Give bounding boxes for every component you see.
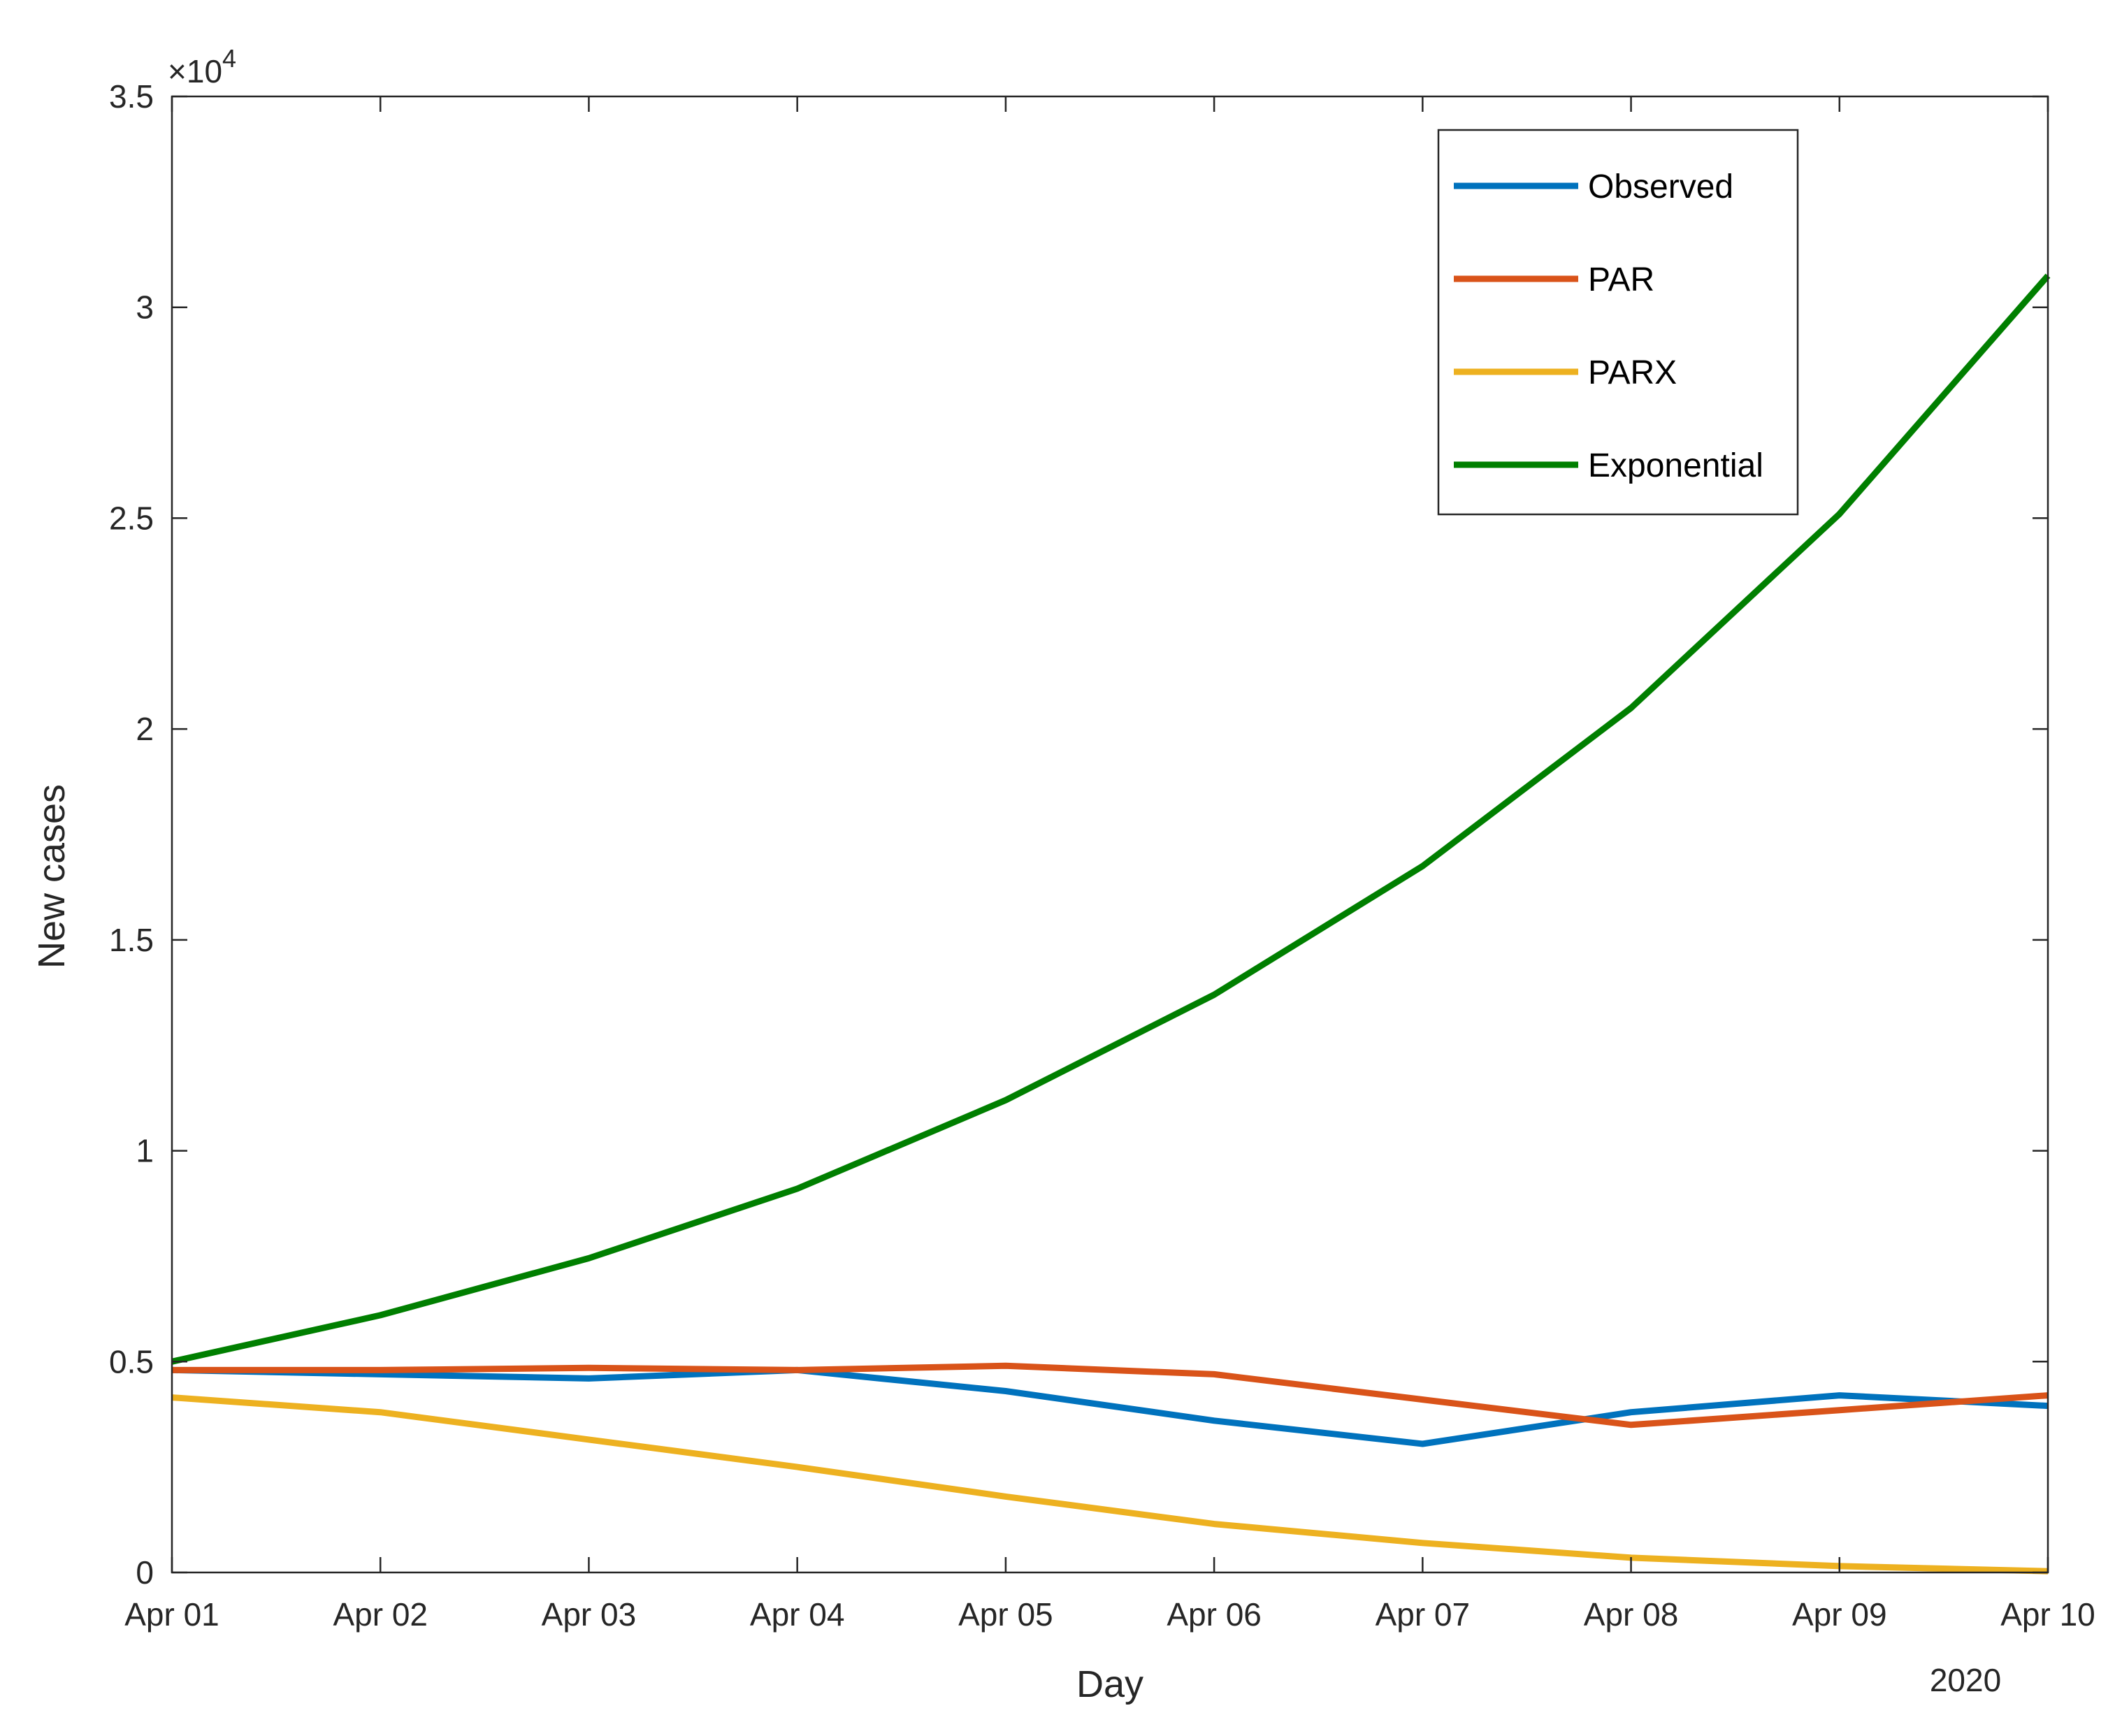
- x-tick-label: Apr 01: [124, 1596, 219, 1633]
- series-layer: [171, 273, 2051, 1575]
- x-tick-label: Apr 07: [1376, 1596, 1471, 1633]
- y-tick-label: 1: [136, 1133, 154, 1169]
- y-exponent-label: ×104: [168, 44, 236, 89]
- x-tick-label: Apr 05: [958, 1596, 1053, 1633]
- x-tick-label: Apr 08: [1584, 1596, 1679, 1633]
- svg-text:×104: ×104: [168, 44, 236, 89]
- y-axis-label: New cases: [31, 784, 73, 969]
- y-tick-label: 2: [136, 711, 154, 747]
- x-axis-label: Day: [1076, 1663, 1143, 1705]
- legend-label-parx: PARX: [1588, 354, 1677, 391]
- legend-box: [1437, 129, 1799, 516]
- x-year-label: 2020: [1930, 1662, 2001, 1698]
- series-line-exponential: [171, 273, 2051, 1365]
- legend-label-observed: Observed: [1588, 168, 1733, 205]
- x-tick-label: Apr 06: [1167, 1596, 1262, 1633]
- legend-label-par: PAR: [1588, 261, 1654, 298]
- x-tick-label: Apr 10: [2000, 1596, 2095, 1633]
- y-exponent-power: 4: [222, 44, 236, 73]
- y-tick-label: 1.5: [109, 922, 154, 958]
- legend-label-exponential: Exponential: [1588, 447, 1763, 484]
- y-exponent-base: ×10: [168, 53, 222, 89]
- plot-frame: [171, 95, 2049, 1574]
- series-line-par: [172, 1362, 2049, 1428]
- y-tick-label: 3: [136, 289, 154, 326]
- x-tick-label: Apr 02: [333, 1596, 428, 1633]
- y-tick-label: 2.5: [109, 500, 154, 536]
- y-tick-label: 3.5: [109, 78, 154, 115]
- y-tick-label: 0: [136, 1554, 154, 1591]
- x-tick-label: Apr 09: [1792, 1596, 1887, 1633]
- x-tick-label: Apr 04: [750, 1596, 845, 1633]
- legend: Observed PAR PARX Exponential: [1437, 129, 1799, 516]
- y-tick-label: 0.5: [109, 1343, 154, 1380]
- x-tick-label: Apr 03: [542, 1596, 637, 1633]
- series-line-observed: [171, 1366, 2049, 1447]
- ticks-layer: Apr 01 Apr 02 Apr 03 Apr 04 Apr 05 Apr 06 Apr …: [109, 78, 2095, 1633]
- series-line-parx: [171, 1394, 2049, 1575]
